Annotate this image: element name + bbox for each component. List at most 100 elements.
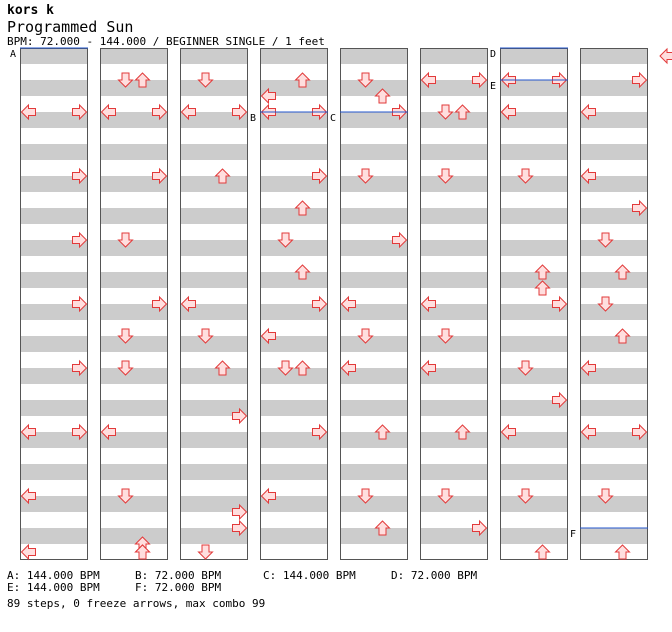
beat-row (340, 272, 408, 288)
beat-row (100, 496, 168, 512)
beat-row (500, 416, 568, 432)
down-arrow-note (597, 488, 614, 504)
beat-row (260, 320, 328, 336)
beat-row (340, 256, 408, 272)
beat-row (20, 272, 88, 288)
beat-row (500, 464, 568, 480)
beat-row (500, 400, 568, 416)
left-arrow-note (180, 103, 196, 121)
beat-row (180, 256, 248, 272)
beat-row (20, 112, 88, 128)
beat-row (100, 368, 168, 384)
beat-row (100, 512, 168, 528)
right-arrow-note (312, 423, 328, 441)
beat-row (260, 160, 328, 176)
beat-row (180, 272, 248, 288)
left-arrow-note (260, 327, 276, 345)
column-border (580, 48, 648, 560)
left-arrow-note (580, 423, 596, 441)
down-arrow-note (117, 72, 134, 88)
up-arrow-note (534, 280, 551, 296)
beat-row (580, 64, 648, 80)
left-arrow-note (20, 103, 36, 121)
column-border (340, 48, 408, 560)
beat-row (260, 544, 328, 560)
beat-row (340, 336, 408, 352)
down-arrow-note (357, 168, 374, 184)
beat-row (340, 240, 408, 256)
beat-row (500, 128, 568, 144)
chart-column (420, 48, 488, 560)
beat-row (340, 416, 408, 432)
beat-row (180, 464, 248, 480)
right-arrow-note (72, 295, 88, 313)
right-arrow-note (72, 423, 88, 441)
left-arrow-note (260, 87, 276, 105)
beat-row (420, 176, 488, 192)
beat-row (500, 96, 568, 112)
down-arrow-note (117, 488, 134, 504)
chart-column (180, 48, 248, 560)
bpm-change-label: F (570, 529, 576, 540)
right-arrow-note (312, 295, 328, 313)
chart-column (260, 48, 328, 560)
beat-row (20, 416, 88, 432)
down-arrow-note (517, 488, 534, 504)
bpm-change-label: A (10, 49, 16, 60)
beat-row (100, 224, 168, 240)
bpm-change-b: B: 72.000 BPM (135, 569, 222, 582)
up-arrow-note (294, 200, 311, 216)
down-arrow-note (437, 488, 454, 504)
beat-row (180, 432, 248, 448)
beat-row (340, 368, 408, 384)
beat-row (580, 208, 648, 224)
beat-row (500, 80, 568, 96)
beat-row (580, 96, 648, 112)
up-arrow-note (534, 544, 551, 560)
beat-row (260, 496, 328, 512)
beat-row (100, 272, 168, 288)
beat-row (100, 528, 168, 544)
left-arrow-note (340, 359, 356, 377)
beat-row (500, 384, 568, 400)
beat-row (580, 544, 648, 560)
bpm-change-e: E: 144.000 BPM (7, 581, 100, 594)
right-arrow-note (472, 519, 488, 537)
beat-row (180, 224, 248, 240)
beat-row (500, 512, 568, 528)
down-arrow-note (117, 328, 134, 344)
beat-row (260, 368, 328, 384)
beat-row (20, 192, 88, 208)
down-arrow-note (117, 232, 134, 248)
chart-column (100, 48, 168, 560)
beat-row (420, 384, 488, 400)
beat-row (500, 480, 568, 496)
beat-row (20, 528, 88, 544)
beat-row (180, 400, 248, 416)
down-arrow-note (277, 360, 294, 376)
beat-row (580, 240, 648, 256)
beat-row (180, 528, 248, 544)
beat-row (580, 336, 648, 352)
beat-row (20, 384, 88, 400)
beat-row (580, 448, 648, 464)
column-border (420, 48, 488, 560)
up-arrow-note (454, 104, 471, 120)
beat-row (260, 256, 328, 272)
beat-row (340, 544, 408, 560)
beat-row (260, 480, 328, 496)
beat-row (420, 160, 488, 176)
beat-row (100, 176, 168, 192)
beat-row (340, 528, 408, 544)
bpm-change-label: D (490, 49, 496, 60)
beat-row (500, 352, 568, 368)
beat-row (420, 240, 488, 256)
beat-row (260, 96, 328, 112)
down-arrow-note (197, 72, 214, 88)
beat-row (20, 432, 88, 448)
left-arrow-note (20, 487, 36, 505)
right-arrow-note (72, 359, 88, 377)
beat-row (260, 304, 328, 320)
down-arrow-note (277, 232, 294, 248)
beat-row (420, 464, 488, 480)
